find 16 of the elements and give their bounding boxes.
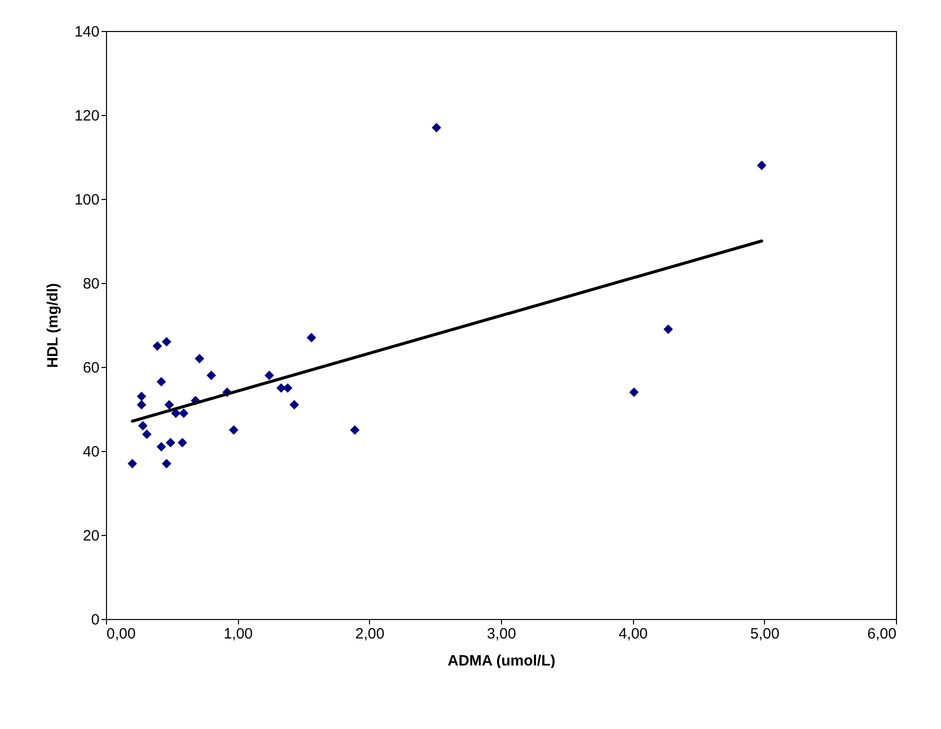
x-tick-label: 5,00 xyxy=(750,626,780,642)
x-tick-label: 1,00 xyxy=(224,626,253,642)
x-tick-label: 0,00 xyxy=(106,626,136,642)
x-tick-label: 6,00 xyxy=(867,626,896,642)
y-tick-label: 80 xyxy=(82,276,100,292)
y-tick-label: 100 xyxy=(74,192,100,208)
x-tick-label: 4,00 xyxy=(618,626,648,642)
y-axis-title: HDL (mg/dl) xyxy=(44,283,62,368)
y-tick-label: 60 xyxy=(82,360,100,376)
x-tick-label: 3,00 xyxy=(486,626,516,642)
y-tick-label: 120 xyxy=(74,108,100,124)
y-tick-label: 20 xyxy=(82,528,100,544)
y-tick-label: 0 xyxy=(91,612,100,628)
y-tick-label: 140 xyxy=(74,24,100,40)
y-tick-label: 40 xyxy=(82,444,100,460)
x-tick-label: 2,00 xyxy=(355,626,384,642)
